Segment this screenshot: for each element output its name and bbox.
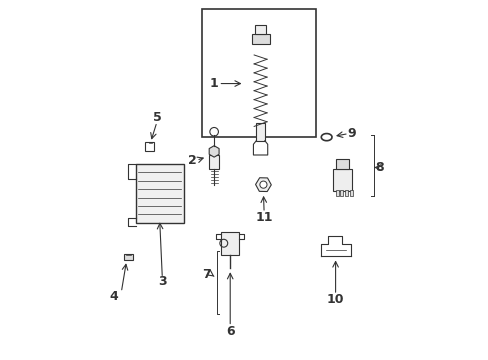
Text: 3: 3 <box>158 275 166 288</box>
FancyBboxPatch shape <box>332 169 352 191</box>
Bar <box>335 190 338 196</box>
Text: 4: 4 <box>109 289 118 303</box>
Text: 7: 7 <box>202 268 211 281</box>
Bar <box>340 190 343 196</box>
Bar <box>135 164 183 223</box>
Bar <box>344 190 347 196</box>
FancyBboxPatch shape <box>251 33 269 44</box>
FancyBboxPatch shape <box>256 123 264 141</box>
Circle shape <box>259 181 266 188</box>
FancyBboxPatch shape <box>209 155 218 169</box>
Text: 9: 9 <box>346 127 355 140</box>
FancyBboxPatch shape <box>255 24 265 33</box>
Text: 10: 10 <box>326 293 344 306</box>
Text: 8: 8 <box>374 161 383 174</box>
Bar <box>349 190 352 196</box>
FancyBboxPatch shape <box>221 232 239 255</box>
Text: 6: 6 <box>225 325 234 338</box>
Text: 1: 1 <box>209 77 218 90</box>
Text: 2: 2 <box>188 154 197 167</box>
Bar <box>201 9 315 137</box>
Text: 11: 11 <box>255 211 272 224</box>
Text: 5: 5 <box>152 111 161 124</box>
FancyBboxPatch shape <box>336 159 348 169</box>
Bar <box>124 254 132 260</box>
